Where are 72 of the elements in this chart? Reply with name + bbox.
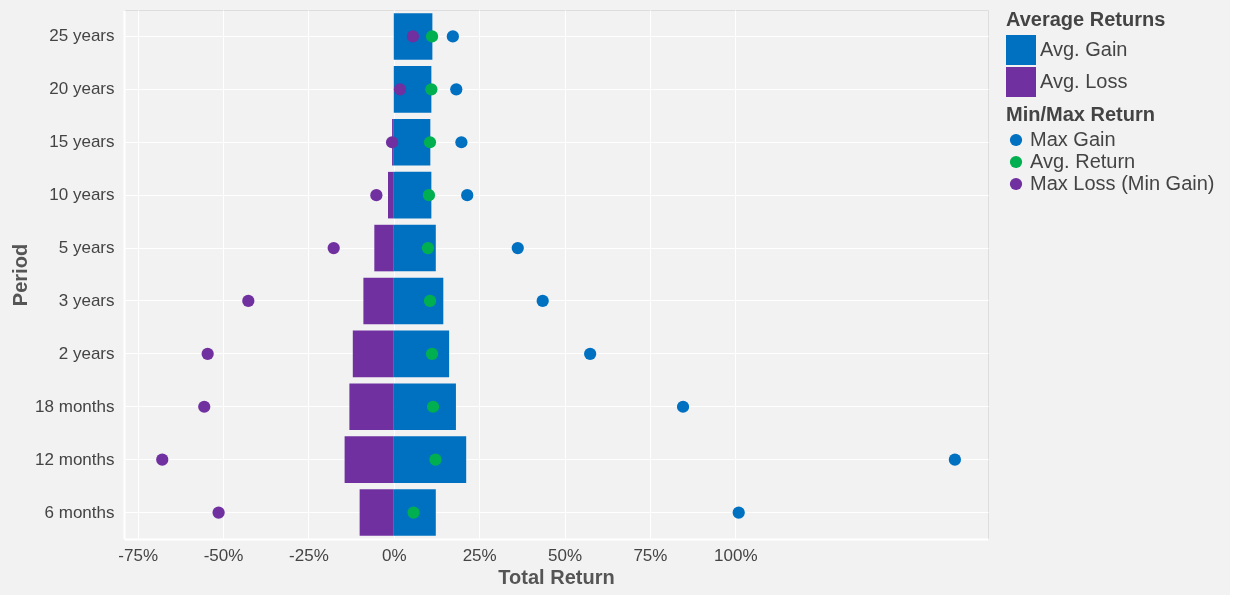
legend-label: Max Loss (Min Gain) [1030,172,1215,194]
point [732,506,745,519]
bar [349,383,394,431]
point [461,189,474,202]
point [385,136,399,149]
text: Average Returns [1006,8,1166,30]
y-tick-label: 2 years [58,343,115,363]
point [156,453,169,466]
bar [393,330,450,378]
x-axis-title: Total Return [498,565,615,588]
point [948,453,961,466]
point [426,400,440,413]
legend-label: Max Gain [1030,128,1116,150]
point [198,400,211,413]
x-tick-label: 75% [633,545,668,565]
point [450,83,463,96]
x-tick-label: 50% [548,545,583,565]
point [370,189,383,202]
x-tick-label: 100% [714,545,758,565]
bar [393,489,436,536]
point [242,294,255,308]
y-tick-label: 20 years [49,79,115,99]
y-axis-title: Period [9,243,32,307]
bar [359,489,394,536]
legend-label: Avg. Return [1030,150,1136,172]
point [393,83,407,96]
point [201,347,214,360]
bar [393,171,432,219]
bar [393,118,431,166]
legend-label: Avg. Loss [1040,70,1128,92]
x-tick-label: -25% [289,545,329,565]
legend-label: Avg. Gain [1040,38,1128,60]
bar [393,383,456,431]
bar [393,224,436,272]
x-tick-label: 0% [382,545,407,565]
bar [344,436,394,483]
y-tick-label: 6 months [44,502,115,522]
point [536,294,549,308]
bar [393,436,467,483]
y-tick-label: 18 months [35,396,115,416]
point [511,241,524,255]
y-tick-label: 12 months [35,449,115,469]
x-tick-label: -75% [118,545,158,565]
y-tick-label: 25 years [49,26,115,46]
y-tick-label: 5 years [58,238,115,258]
y-tick-label: 3 years [58,290,115,310]
point [455,136,468,149]
point [429,453,442,466]
point [425,347,439,360]
point [584,347,597,360]
legend-title: Min/Max Return [1006,103,1155,125]
point [425,83,438,96]
y-tick-label: 10 years [49,185,115,205]
bar [393,13,433,60]
bar [363,277,394,325]
bar [387,171,394,219]
point [446,30,459,43]
bar [393,277,444,325]
point [212,506,225,519]
x-tick-label: 25% [462,545,497,565]
point [421,241,435,255]
bar [393,66,432,113]
bar [374,224,394,272]
point [423,136,437,149]
point [423,294,437,308]
point [327,241,340,255]
point [425,30,439,43]
x-tick-label: -50% [203,545,244,565]
y-tick-label: 15 years [49,132,115,152]
point [676,400,690,413]
point [422,189,436,202]
bar [352,330,394,378]
